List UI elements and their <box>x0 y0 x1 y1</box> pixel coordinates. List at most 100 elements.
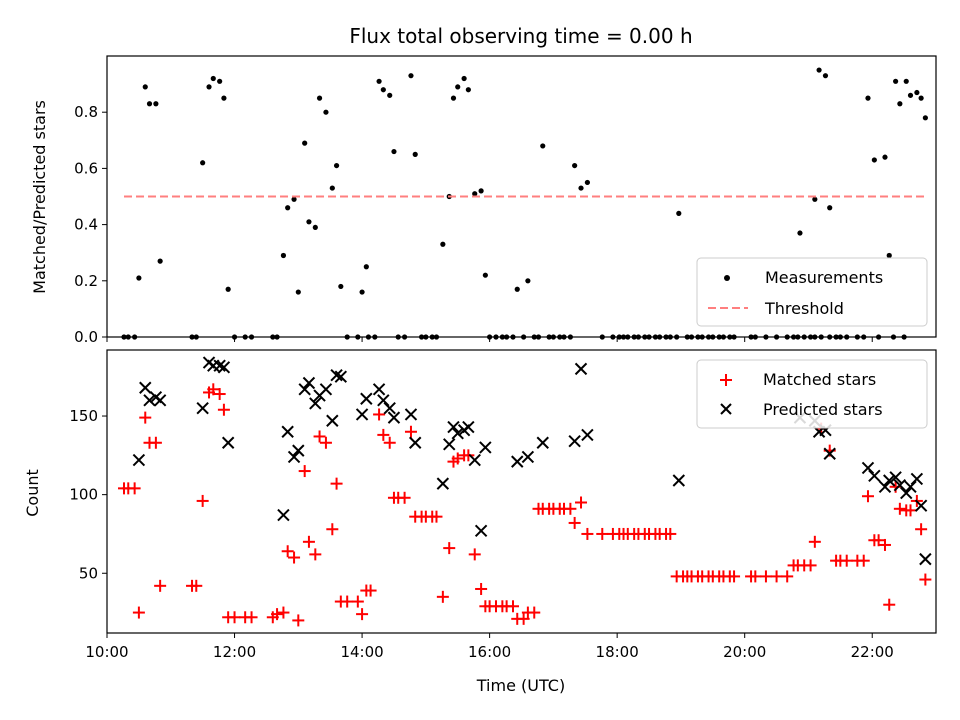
measurement-point <box>157 258 163 264</box>
measurement-point <box>217 78 223 84</box>
predicted-point <box>319 383 333 396</box>
matched-point <box>281 545 294 558</box>
predicted-point <box>904 480 917 493</box>
matched-point <box>341 595 354 608</box>
predicted-point <box>287 450 301 464</box>
measurement-point <box>146 101 153 107</box>
matched-point <box>451 452 464 465</box>
predicted-point <box>893 479 907 492</box>
predicted-point <box>372 383 386 396</box>
predicted-point <box>883 474 896 487</box>
bottom-panel: Count Time (UTC) 10:00 12:00 14:00 16:00 18:… <box>23 349 937 695</box>
x-tick-label: 14:00 <box>340 643 383 661</box>
matched-point <box>564 502 577 515</box>
predicted-point <box>221 436 235 449</box>
legend-matched-label: Matched stars <box>763 370 876 389</box>
measurement-point <box>376 78 382 84</box>
measurement-point <box>455 84 461 90</box>
measurement-point <box>359 289 365 295</box>
matched-point <box>517 612 530 625</box>
measurement-point <box>865 95 871 101</box>
matched-point <box>154 579 167 592</box>
predicted-point <box>213 359 226 372</box>
predicted-point <box>511 455 524 468</box>
matched-point <box>596 527 609 540</box>
measurement-point <box>871 157 877 163</box>
y-tick-label: 0.2 <box>74 272 98 290</box>
measurement-point <box>333 162 340 169</box>
predicted-point <box>132 453 146 467</box>
matched-point <box>302 535 315 548</box>
matched-point <box>808 535 821 548</box>
matched-point <box>475 582 488 595</box>
predicted-point <box>143 394 156 407</box>
matched-point <box>728 570 741 583</box>
measurement-point <box>329 185 335 191</box>
legend-threshold-label: Threshold <box>764 299 844 318</box>
matched-point <box>568 516 581 529</box>
bottom-axis-ticks: 10:00 12:00 14:00 16:00 18:00 20:00 22:00 50 100… <box>69 407 893 661</box>
measurement-point <box>478 188 484 194</box>
matched-point <box>288 551 301 564</box>
matched-point <box>919 573 932 586</box>
measurement-point <box>302 140 308 146</box>
predicted-point <box>292 444 305 457</box>
predicted-point <box>217 361 231 374</box>
measurement-point <box>903 78 909 84</box>
predicted-point <box>823 447 836 460</box>
predicted-point <box>479 441 492 454</box>
matched-point <box>575 496 588 509</box>
matched-point <box>351 595 364 608</box>
measurement-point <box>391 148 397 155</box>
measurement-point <box>472 191 478 197</box>
matched-point <box>356 608 369 621</box>
matched-point <box>207 383 220 396</box>
predicted-point <box>581 428 594 442</box>
top-axis-ticks: 0.0 0.2 0.4 0.6 0.8 <box>74 103 873 346</box>
bottom-y-axis-label: Count <box>23 469 42 517</box>
legend-measurements-label: Measurements <box>765 268 883 287</box>
matched-point <box>383 436 396 449</box>
measurement-point <box>363 264 369 270</box>
matched-point <box>893 502 906 515</box>
predicted-point <box>900 486 913 500</box>
matched-point <box>398 491 411 504</box>
matched-point <box>149 436 162 449</box>
y-tick-label: 150 <box>69 407 98 425</box>
measurement-point <box>450 95 457 101</box>
measurement-point <box>914 89 920 96</box>
measurement-point <box>578 185 584 191</box>
measurement-point <box>387 92 393 98</box>
matched-point <box>506 600 519 613</box>
legend-matched-marker <box>720 374 732 386</box>
measurement-point <box>142 84 148 90</box>
y-tick-label: 0.4 <box>74 216 98 234</box>
measurement-point <box>525 278 531 284</box>
bottom-legend: Matched stars Predicted stars <box>696 359 928 429</box>
matched-point <box>857 554 870 567</box>
matched-point <box>213 388 226 401</box>
measurement-point <box>893 78 899 84</box>
matched-point <box>664 527 677 540</box>
top-legend-box <box>696 257 928 327</box>
predicted-point <box>330 368 343 382</box>
predicted-point <box>277 508 290 522</box>
measurement-point <box>514 286 520 292</box>
predicted-point <box>383 401 396 415</box>
predicted-point <box>436 477 450 490</box>
measurement-point <box>822 73 829 79</box>
matched-point <box>430 510 443 523</box>
measurement-point <box>280 252 287 259</box>
predicted-point <box>462 420 475 434</box>
x-tick-label: 10:00 <box>85 643 128 661</box>
matched-point <box>878 538 891 551</box>
matched-point <box>139 411 152 424</box>
measurement-point <box>816 67 822 73</box>
x-tick-label: 12:00 <box>213 643 256 661</box>
matched-point <box>770 570 783 583</box>
measurement-point <box>153 101 159 107</box>
bottom-legend-box <box>696 359 928 429</box>
predicted-point <box>404 408 418 421</box>
x-tick-label: 20:00 <box>723 643 766 661</box>
